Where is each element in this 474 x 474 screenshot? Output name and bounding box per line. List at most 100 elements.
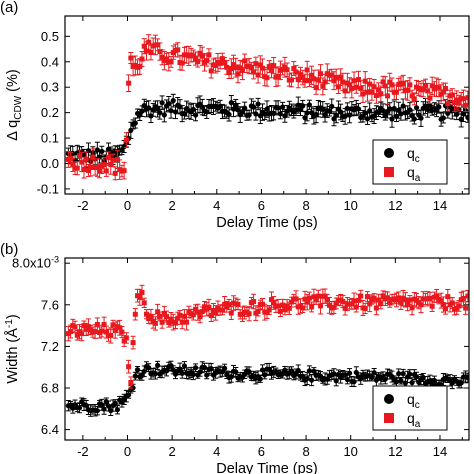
data-point (320, 83, 326, 89)
x-tick-label: -2 (77, 198, 89, 213)
data-point (108, 332, 114, 338)
data-point (190, 371, 196, 378)
data-point (376, 297, 382, 303)
data-point (123, 335, 129, 341)
data-point (141, 43, 147, 49)
data-point (103, 168, 109, 174)
data-point (373, 305, 379, 311)
x-tick-label: 0 (124, 198, 131, 213)
legend-label-sub: a (415, 419, 421, 430)
data-point (349, 301, 355, 307)
data-point (112, 170, 118, 176)
data-point (126, 80, 132, 86)
y-tick-label: 0.0 (41, 156, 59, 171)
data-point (221, 365, 228, 371)
data-point (132, 311, 138, 317)
data-point (266, 307, 272, 313)
data-point (396, 371, 402, 377)
data-point (286, 305, 292, 311)
data-point (103, 399, 109, 405)
data-point (306, 368, 313, 374)
data-point (393, 89, 399, 95)
data-point (130, 340, 136, 346)
data-point (463, 102, 469, 108)
data-point (119, 329, 125, 335)
data-point (373, 93, 379, 99)
data-point (324, 297, 330, 303)
data-point (193, 56, 199, 62)
data-point (164, 56, 170, 62)
data-point (387, 106, 393, 112)
data-point (295, 77, 301, 83)
y-axis-title: Width (Å-1) (4, 314, 21, 383)
data-point (206, 52, 212, 58)
data-point (382, 112, 388, 118)
data-point (402, 380, 408, 386)
data-point (155, 42, 161, 48)
data-point (427, 103, 433, 109)
data-point (251, 69, 257, 75)
data-point (378, 301, 384, 307)
data-point (70, 162, 76, 168)
data-point (76, 405, 83, 411)
data-point (313, 297, 319, 303)
data-point (465, 293, 469, 299)
data-point (85, 324, 91, 330)
data-point (226, 70, 232, 76)
data-point (349, 85, 355, 91)
data-point (246, 112, 252, 118)
data-point (222, 301, 228, 307)
legend-marker (384, 167, 394, 177)
panel-b: (b) -2 0 2 4 6 8 10 12 14 6.4 6.8 7.2 7.6 8.0x10-3 Dela… (0, 241, 470, 474)
data-point (326, 108, 333, 114)
legend-marker (384, 148, 394, 158)
data-point (219, 56, 225, 62)
data-point (159, 319, 165, 325)
data-point (103, 329, 109, 335)
data-point (306, 295, 312, 301)
data-point (342, 88, 348, 94)
data-point (101, 321, 107, 327)
data-point (407, 371, 413, 377)
data-point (260, 65, 266, 71)
data-point (407, 82, 413, 88)
data-point (128, 55, 134, 61)
data-point (422, 83, 428, 89)
data-point (268, 68, 274, 74)
x-tick-label: 4 (213, 444, 220, 459)
data-point (275, 303, 281, 309)
data-point (190, 53, 196, 59)
data-point (235, 301, 241, 307)
data-point (85, 167, 91, 173)
data-point (168, 108, 174, 114)
plot-area (65, 34, 469, 181)
data-point (291, 66, 297, 72)
data-point (358, 293, 364, 299)
data-point (172, 320, 178, 326)
data-point (97, 168, 103, 174)
data-point (387, 79, 393, 85)
data-point (179, 319, 185, 325)
data-point (434, 293, 440, 299)
data-point (94, 321, 100, 327)
data-point (88, 165, 94, 171)
data-point (271, 300, 277, 306)
data-point (418, 302, 424, 308)
data-point (146, 39, 152, 45)
legend-label-main: q (407, 164, 415, 180)
panel-label: (a) (0, 0, 18, 16)
legend-label-main: q (407, 145, 415, 161)
data-point (427, 295, 433, 301)
data-point (257, 376, 263, 382)
data-point (280, 104, 286, 110)
data-point (181, 313, 187, 319)
data-point (242, 58, 248, 64)
x-tick-label: 6 (258, 198, 265, 213)
data-point (280, 302, 286, 308)
data-point (465, 375, 469, 381)
data-point (90, 154, 96, 160)
data-point (326, 302, 332, 308)
data-point (282, 307, 288, 313)
data-point (458, 116, 464, 122)
data-point (184, 319, 190, 325)
